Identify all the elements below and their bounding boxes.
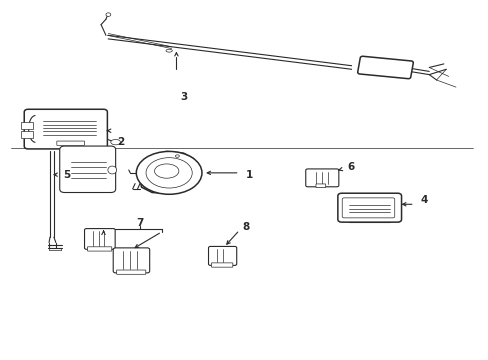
FancyBboxPatch shape: [60, 146, 116, 193]
FancyBboxPatch shape: [116, 270, 145, 274]
FancyBboxPatch shape: [337, 193, 401, 222]
FancyBboxPatch shape: [305, 169, 338, 187]
Text: 8: 8: [242, 222, 249, 232]
Text: 5: 5: [63, 170, 70, 180]
FancyBboxPatch shape: [113, 248, 149, 273]
Text: 6: 6: [347, 162, 354, 172]
FancyBboxPatch shape: [24, 109, 107, 149]
Ellipse shape: [108, 166, 116, 174]
Ellipse shape: [175, 155, 179, 157]
FancyBboxPatch shape: [315, 184, 325, 188]
Ellipse shape: [111, 139, 120, 145]
FancyBboxPatch shape: [357, 56, 412, 79]
Polygon shape: [140, 152, 198, 194]
FancyBboxPatch shape: [211, 263, 232, 267]
Text: 1: 1: [245, 170, 252, 180]
FancyBboxPatch shape: [84, 229, 115, 249]
FancyBboxPatch shape: [21, 131, 33, 138]
Ellipse shape: [136, 152, 202, 194]
Text: 2: 2: [117, 138, 124, 148]
Ellipse shape: [106, 13, 111, 17]
Text: 3: 3: [180, 92, 187, 102]
Text: 4: 4: [420, 195, 427, 204]
Text: 7: 7: [136, 218, 143, 228]
FancyBboxPatch shape: [57, 141, 84, 145]
FancyBboxPatch shape: [87, 247, 112, 251]
FancyBboxPatch shape: [21, 122, 33, 129]
FancyBboxPatch shape: [208, 247, 236, 265]
Ellipse shape: [165, 49, 172, 52]
